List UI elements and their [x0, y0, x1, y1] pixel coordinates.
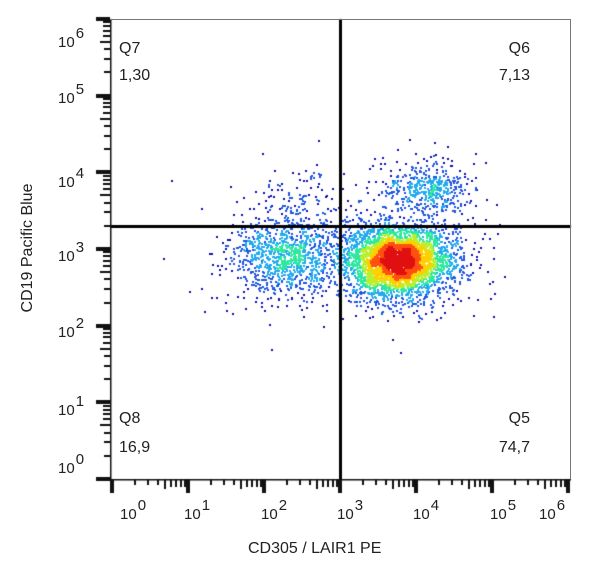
quadrant-q6-name: Q6	[508, 40, 530, 57]
y-axis-title: CD19 Pacific Blue	[19, 183, 36, 313]
x-tick-label: 102	[261, 497, 288, 523]
quadrant-q7-name: Q7	[119, 40, 141, 57]
y-tick-label: 103	[58, 239, 85, 265]
quadrant-q6-value: 7,13	[498, 67, 530, 84]
quadrant-q5-value: 74,7	[498, 439, 530, 456]
quadrant-q7-value: 1,30	[119, 67, 151, 84]
quadrant-q5-name: Q5	[508, 410, 530, 427]
y-tick-label: 106	[58, 25, 85, 51]
plot-frame	[110, 19, 571, 479]
quadrant-q8-name: Q8	[119, 410, 141, 427]
x-tick-label: 100	[120, 497, 147, 523]
x-tick-label: 101	[184, 497, 211, 523]
y-tick-label: 104	[58, 165, 85, 191]
x-tick-label: 105	[490, 497, 517, 523]
x-axis-title: CD305 / LAIR1 PE	[248, 540, 382, 557]
quadrant-q8-value: 16,9	[119, 439, 151, 456]
y-tick-label: 101	[58, 393, 85, 419]
x-tick-label: 104	[413, 497, 440, 523]
y-tick-label: 102	[58, 315, 85, 341]
y-tick-label: 100	[58, 451, 85, 477]
x-tick-label: 103	[337, 497, 364, 523]
y-tick-label: 105	[58, 81, 85, 107]
x-tick-label: 106	[539, 497, 566, 523]
